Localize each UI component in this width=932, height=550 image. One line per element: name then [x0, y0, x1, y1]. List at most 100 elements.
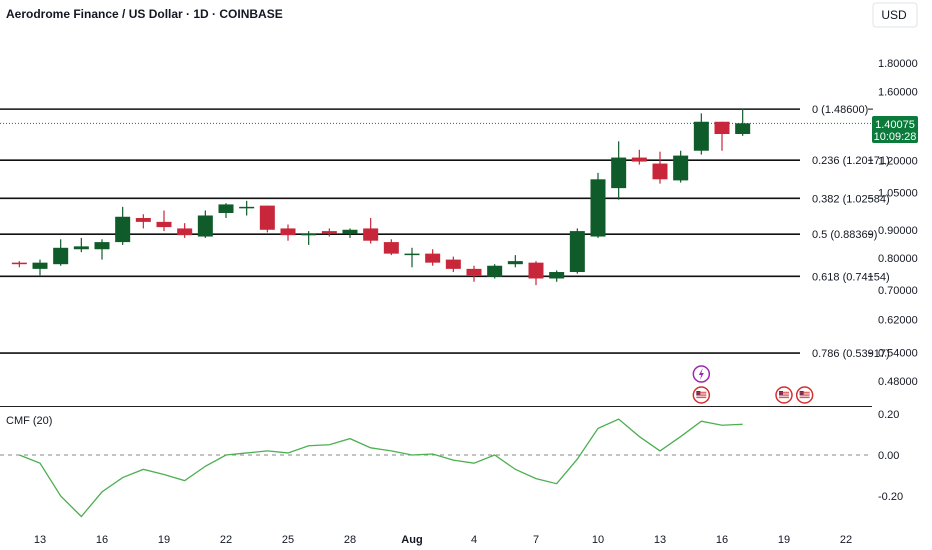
candle[interactable] [321, 228, 337, 237]
candle-body [404, 253, 420, 256]
time-axis-tick: 22 [840, 534, 852, 546]
time-axis-tick: 4 [471, 534, 477, 546]
candle-body [673, 155, 689, 181]
time-axis-tick: 28 [344, 534, 356, 546]
candle[interactable] [259, 205, 275, 233]
time-axis-tick: 16 [716, 534, 728, 546]
candle-body [590, 179, 606, 237]
candle-body [73, 246, 89, 250]
fib-level-label: 0.382 (1.02584) [812, 193, 890, 205]
candle[interactable] [383, 239, 399, 256]
candle[interactable] [487, 264, 503, 279]
candle[interactable] [239, 200, 255, 216]
fib-level-label: 0.5 (0.88369) [812, 229, 877, 241]
candle-body [549, 272, 565, 279]
price-axis-tick: 1.80000 [878, 58, 918, 70]
candle-body [425, 253, 441, 263]
time-axis-tick: 19 [778, 534, 790, 546]
candle[interactable] [301, 231, 317, 245]
candle[interactable] [590, 172, 606, 238]
candle[interactable] [673, 150, 689, 183]
last-price-value: 1.40075 [875, 119, 915, 131]
time-axis-tick: 13 [654, 534, 666, 546]
time-axis-tick: 10 [592, 534, 604, 546]
candle-body [11, 262, 27, 265]
currency-button[interactable] [872, 2, 918, 28]
candle-body [32, 262, 48, 269]
fib-level-label: 0.618 (0.74154) [812, 271, 890, 283]
lightning-icon[interactable] [692, 365, 711, 383]
last-price-badge [872, 116, 918, 143]
fib-level-label: 0.236 (1.20171) [812, 155, 890, 167]
candle-body [135, 218, 151, 222]
candle-body [507, 261, 523, 265]
candle[interactable] [11, 261, 27, 268]
price-axis-tick: 0.70000 [878, 285, 918, 297]
us-flag-icon[interactable] [795, 386, 814, 404]
candle-body [693, 121, 709, 151]
price-axis-tick: 1.60000 [878, 86, 918, 98]
candle[interactable] [32, 259, 48, 276]
candle[interactable] [507, 255, 523, 268]
candle[interactable] [549, 270, 565, 282]
chart-title: Aerodrome Finance / US Dollar · 1D · COI… [6, 7, 283, 21]
candle[interactable] [528, 261, 544, 286]
candle[interactable] [94, 239, 110, 260]
us-flag-icon[interactable] [692, 386, 711, 404]
candle[interactable] [218, 203, 234, 219]
time-axis-tick: 25 [282, 534, 294, 546]
candle-body [342, 229, 358, 234]
candle[interactable] [631, 149, 647, 165]
candle[interactable] [652, 151, 668, 184]
cmf-axis-tick: -0.20 [878, 491, 903, 503]
candle[interactable] [53, 239, 69, 266]
us-flag-icon[interactable] [775, 386, 793, 404]
price-axis-tick: 0.62000 [878, 314, 918, 326]
candle[interactable] [445, 256, 461, 273]
candle-body [569, 231, 585, 273]
candle[interactable] [569, 228, 585, 274]
candle[interactable] [735, 108, 751, 136]
candle[interactable] [156, 210, 172, 232]
candle-body [445, 259, 461, 269]
candle[interactable] [135, 214, 151, 229]
candle-body [363, 228, 379, 241]
candle-body [487, 265, 503, 277]
candle[interactable] [342, 228, 358, 238]
candle[interactable] [466, 265, 482, 282]
candle-body [383, 242, 399, 254]
candle-body [115, 216, 131, 243]
candle[interactable] [611, 141, 627, 200]
candle-body [218, 204, 234, 213]
candle[interactable] [425, 249, 441, 266]
candle-body [156, 221, 172, 228]
candle-body [321, 231, 337, 234]
candle[interactable] [280, 224, 296, 241]
fib-level-label: 0 (1.48600) [812, 104, 868, 116]
candle-body [631, 157, 647, 162]
time-axis-tick: 7 [533, 534, 539, 546]
candle-body [466, 268, 482, 276]
price-axis-tick: 0.54000 [878, 348, 918, 360]
candle-body [528, 262, 544, 279]
candle-body [280, 228, 296, 236]
candle-body [239, 206, 255, 209]
price-axis-tick: 0.80000 [878, 253, 918, 265]
time-axis-tick: 22 [220, 534, 232, 546]
candle[interactable] [197, 210, 213, 238]
price-axis-tick: 0.48000 [878, 376, 918, 388]
candle-body [611, 157, 627, 189]
time-axis-tick: Aug [401, 534, 422, 546]
time-axis-tick: 16 [96, 534, 108, 546]
candle[interactable] [404, 247, 420, 268]
candle[interactable] [693, 113, 709, 155]
candle[interactable] [73, 237, 89, 253]
candle[interactable] [177, 223, 193, 238]
time-axis-tick: 13 [34, 534, 46, 546]
candle[interactable] [714, 121, 730, 151]
cmf-axis-tick: 0.00 [878, 450, 899, 462]
time-axis-tick: 19 [158, 534, 170, 546]
candle[interactable] [115, 206, 131, 245]
candle[interactable] [363, 218, 379, 244]
